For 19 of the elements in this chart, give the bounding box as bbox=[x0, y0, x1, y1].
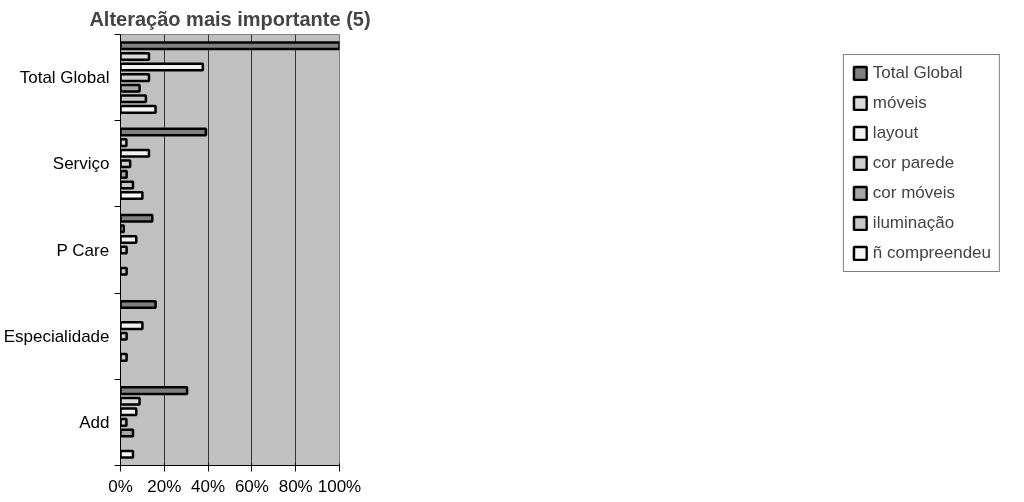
x-tick-label: 100% bbox=[317, 476, 362, 496]
y-tick-label: Add bbox=[79, 412, 110, 432]
chart-title: Alteração mais importante (5) bbox=[89, 7, 371, 30]
legend-label: ñ compreendeu bbox=[872, 243, 991, 263]
legend-label: layout bbox=[872, 123, 919, 143]
legend-label: cor móveis bbox=[872, 183, 956, 203]
legend-label: Total Global bbox=[872, 63, 963, 83]
y-tick-label: Total Global bbox=[19, 68, 110, 88]
y-tick-label: Especialidade bbox=[3, 326, 110, 346]
x-tick-label: 80% bbox=[278, 476, 313, 496]
legend-label: cor parede bbox=[872, 153, 955, 173]
legend-label: móveis bbox=[872, 93, 927, 113]
legend-label: iluminação bbox=[872, 213, 955, 233]
x-tick-label: 60% bbox=[234, 476, 269, 496]
x-tick-label: 0% bbox=[108, 476, 133, 496]
x-tick-label: 40% bbox=[191, 476, 226, 496]
x-tick-label: 20% bbox=[147, 476, 182, 496]
y-tick-label: P Care bbox=[56, 240, 110, 260]
y-tick-label: Serviço bbox=[52, 154, 110, 174]
